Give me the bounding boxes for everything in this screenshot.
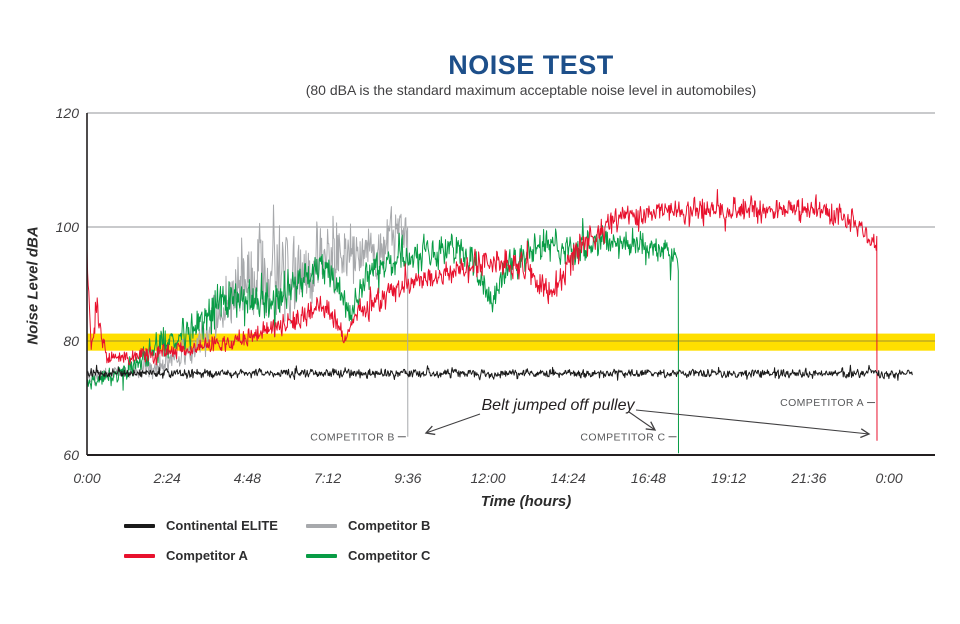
x-tick-label-4: 9:36 <box>394 470 421 486</box>
x-tick-label-1: 2:24 <box>153 470 181 486</box>
x-tick-label-8: 19:12 <box>711 470 746 486</box>
x-tick-label-9: 21:36 <box>790 470 826 486</box>
legend-label-competitor-b: Competitor B <box>348 518 431 533</box>
x-tick-label-2: 4:48 <box>234 470 261 486</box>
y-tick-label-100: 100 <box>56 219 80 235</box>
series-line-competitor-a <box>86 189 878 441</box>
annotation-arrow-1 <box>628 411 657 431</box>
threshold-band-80dba <box>87 333 935 351</box>
legend-item-competitor-a: Competitor A <box>124 548 306 563</box>
annotation-arrow-2 <box>635 409 871 439</box>
series-line-continental-elite <box>86 364 913 381</box>
legend-item-continental-elite: Continental ELITE <box>124 518 306 533</box>
series-line-competitor-c <box>86 218 679 454</box>
event-label-competitor-a: COMPETITOR A <box>780 397 864 409</box>
y-tick-label-120: 120 <box>56 105 80 121</box>
chart-title: NOISE TEST <box>448 50 614 80</box>
legend-item-competitor-c: Competitor C <box>306 548 488 563</box>
legend-label-continental-elite: Continental ELITE <box>166 518 278 533</box>
x-tick-label-3: 7:12 <box>314 470 341 486</box>
annotation-note: Belt jumped off pulley <box>481 397 635 414</box>
legend-swatch-competitor-b <box>306 523 337 528</box>
series-line-competitor-b <box>86 204 409 437</box>
y-tick-label-60: 60 <box>63 447 79 463</box>
x-tick-label-6: 14:24 <box>551 470 586 486</box>
legend-label-competitor-c: Competitor C <box>348 548 431 563</box>
y-axis-title: Noise Level dBA <box>24 226 42 345</box>
legend-swatch-competitor-a <box>124 553 155 558</box>
x-tick-label-0: 0:00 <box>73 470 100 486</box>
legend-swatch-continental-elite <box>124 523 155 528</box>
legend-item-competitor-b: Competitor B <box>306 518 488 533</box>
x-tick-label-7: 16:48 <box>631 470 666 486</box>
y-tick-label-80: 80 <box>63 333 79 349</box>
x-tick-label-5: 12:00 <box>471 470 506 486</box>
chart-subtitle: (80 dBA is the standard maximum acceptab… <box>305 82 757 98</box>
x-axis-title: Time (hours) <box>480 493 572 510</box>
event-label-competitor-b: COMPETITOR B <box>310 431 395 443</box>
event-label-competitor-c: COMPETITOR C <box>580 431 665 443</box>
legend-label-competitor-a: Competitor A <box>166 548 248 563</box>
annotation-arrow-0 <box>424 413 481 436</box>
legend-swatch-competitor-c <box>306 553 337 558</box>
legend: Continental ELITE Competitor B Competitor … <box>124 518 488 563</box>
x-tick-label-10: 0:00 <box>875 470 902 486</box>
